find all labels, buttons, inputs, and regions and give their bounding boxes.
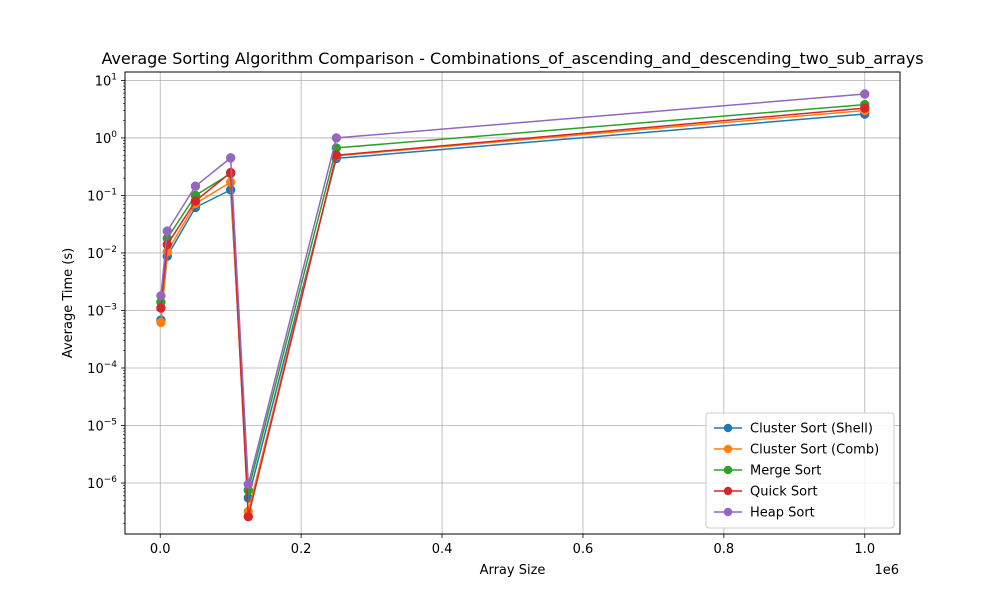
y-axis-label: Average Time (s)	[61, 248, 76, 358]
x-axis-offset-label: 1e6	[874, 563, 899, 578]
x-tick-label: 0.8	[714, 542, 735, 557]
legend-label: Cluster Sort (Shell)	[750, 422, 873, 437]
x-tick-label: 0.4	[432, 542, 453, 557]
y-tick-label: 10−6	[87, 475, 117, 492]
y-tick-label: 100	[95, 130, 118, 147]
y-tick-label: 10−1	[87, 187, 117, 204]
y-tick-label: 10−4	[87, 360, 117, 377]
axes: 0.0 0.2 0.4 0.6 0.8 1.0 10−6 10−5 10−4 10−3 10−2 10…	[87, 72, 875, 557]
legend-marker	[723, 507, 733, 517]
data-point	[190, 196, 201, 206]
data-point	[225, 153, 236, 163]
data-point	[162, 226, 172, 236]
data-point	[860, 103, 870, 113]
legend-box	[705, 412, 895, 529]
chart-title: Average Sorting Algorithm Comparison - C…	[101, 49, 923, 69]
plot-area-frame	[124, 71, 901, 535]
x-tick-label: 1.0	[854, 542, 875, 557]
y-tick-label: 101	[95, 72, 117, 89]
legend-label: Merge Sort	[750, 464, 821, 479]
x-tick-label: 0.2	[291, 542, 312, 557]
legend-label: Cluster Sort (Comb)	[750, 443, 879, 458]
plot-series	[156, 89, 870, 522]
data-point	[190, 181, 201, 191]
legend-marker	[723, 486, 733, 496]
x-tick-label: 0.0	[150, 542, 171, 557]
data-point	[162, 239, 172, 250]
data-point	[156, 303, 166, 313]
legend-marker	[723, 465, 733, 475]
x-axis-label: Array Size	[480, 563, 546, 578]
data-point	[860, 89, 870, 99]
data-point	[156, 291, 166, 301]
x-tick-label: 0.6	[573, 542, 594, 557]
legend: Cluster Sort (Shell) Cluster Sort (Comb) M…	[705, 412, 895, 529]
data-point	[331, 133, 342, 143]
legend-marker	[723, 423, 733, 433]
y-tick-label: 10−3	[87, 302, 117, 319]
legend-label: Heap Sort	[750, 506, 815, 521]
legend-marker	[723, 444, 733, 454]
data-point	[156, 317, 166, 328]
legend-label: Quick Sort	[750, 485, 818, 500]
y-tick-label: 10−2	[87, 245, 117, 262]
data-point	[243, 479, 253, 490]
data-point	[243, 511, 253, 522]
y-tick-label: 10−5	[87, 418, 117, 435]
